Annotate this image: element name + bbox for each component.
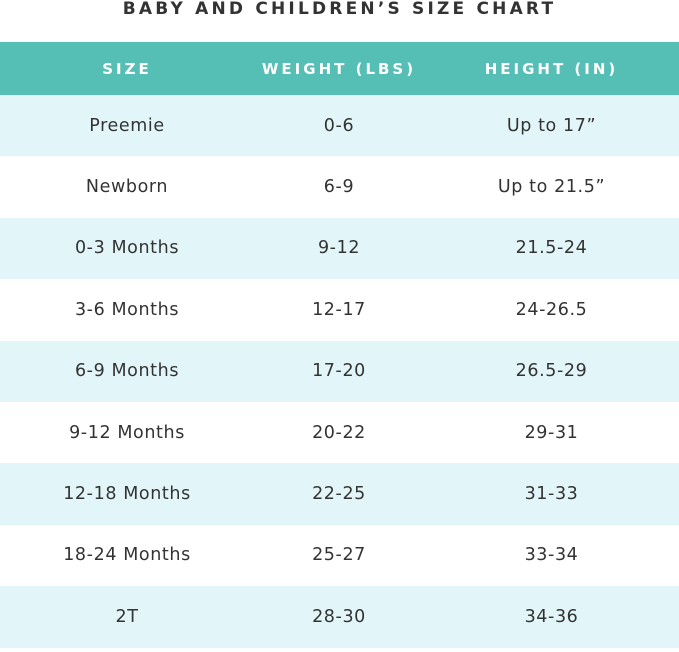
table-row: 0-3 Months 9-12 21.5-24 (0, 217, 679, 280)
cell-weight: 6-9 (323, 177, 355, 198)
cell-height: 26.5-29 (515, 361, 588, 382)
cell-size: 0-3 Months (74, 238, 180, 259)
size-chart-table: SIZE WEIGHT (LBS) HEIGHT (IN) Preemie 0-… (0, 42, 679, 648)
cell-height: Up to 21.5” (497, 177, 606, 198)
table-header: SIZE WEIGHT (LBS) HEIGHT (IN) (0, 42, 679, 95)
cell-weight: 17-20 (312, 361, 366, 382)
cell-weight: 12-17 (312, 299, 366, 320)
table-row: 2T 28-30 34-36 (0, 586, 679, 648)
table-row: 9-12 Months 20-22 29-31 (0, 401, 679, 464)
cell-weight: 0-6 (323, 115, 355, 136)
table-row: Newborn 6-9 Up to 21.5” (0, 156, 679, 218)
cell-weight: 9-12 (317, 238, 361, 259)
cell-size: 6-9 Months (74, 361, 180, 382)
cell-height: 34-36 (524, 606, 579, 627)
cell-weight: 20-22 (312, 422, 366, 443)
cell-height: 21.5-24 (515, 238, 588, 259)
header-height: HEIGHT (IN) (484, 59, 619, 78)
table-body: Preemie 0-6 Up to 17” Newborn 6-9 Up to … (0, 95, 679, 648)
cell-weight: 28-30 (312, 606, 366, 627)
cell-height: Up to 17” (506, 115, 597, 136)
cell-weight: 25-27 (312, 545, 366, 566)
table-row: 3-6 Months 12-17 24-26.5 (0, 279, 679, 341)
table-row: Preemie 0-6 Up to 17” (0, 95, 679, 157)
header-size: SIZE (102, 59, 152, 78)
table-row: 6-9 Months 17-20 26.5-29 (0, 340, 679, 402)
cell-height: 24-26.5 (515, 299, 588, 320)
cell-size: 12-18 Months (63, 484, 191, 505)
cell-height: 29-31 (524, 422, 579, 443)
cell-size: 9-12 Months (69, 422, 185, 443)
header-weight: WEIGHT (LBS) (261, 59, 417, 78)
cell-size: 3-6 Months (74, 299, 180, 320)
cell-size: 2T (115, 606, 139, 627)
table-row: 18-24 Months 25-27 33-34 (0, 524, 679, 587)
cell-size: Newborn (85, 177, 169, 198)
cell-size: 18-24 Months (63, 545, 191, 566)
header-row: SIZE WEIGHT (LBS) HEIGHT (IN) (0, 42, 679, 95)
cell-size: Preemie (89, 115, 165, 136)
cell-height: 31-33 (524, 484, 579, 505)
chart-title: BABY AND CHILDREN’S SIZE CHART (122, 0, 557, 19)
cell-height: 33-34 (524, 545, 579, 566)
cell-weight: 22-25 (312, 484, 366, 505)
table-row: 12-18 Months 22-25 31-33 (0, 463, 679, 525)
